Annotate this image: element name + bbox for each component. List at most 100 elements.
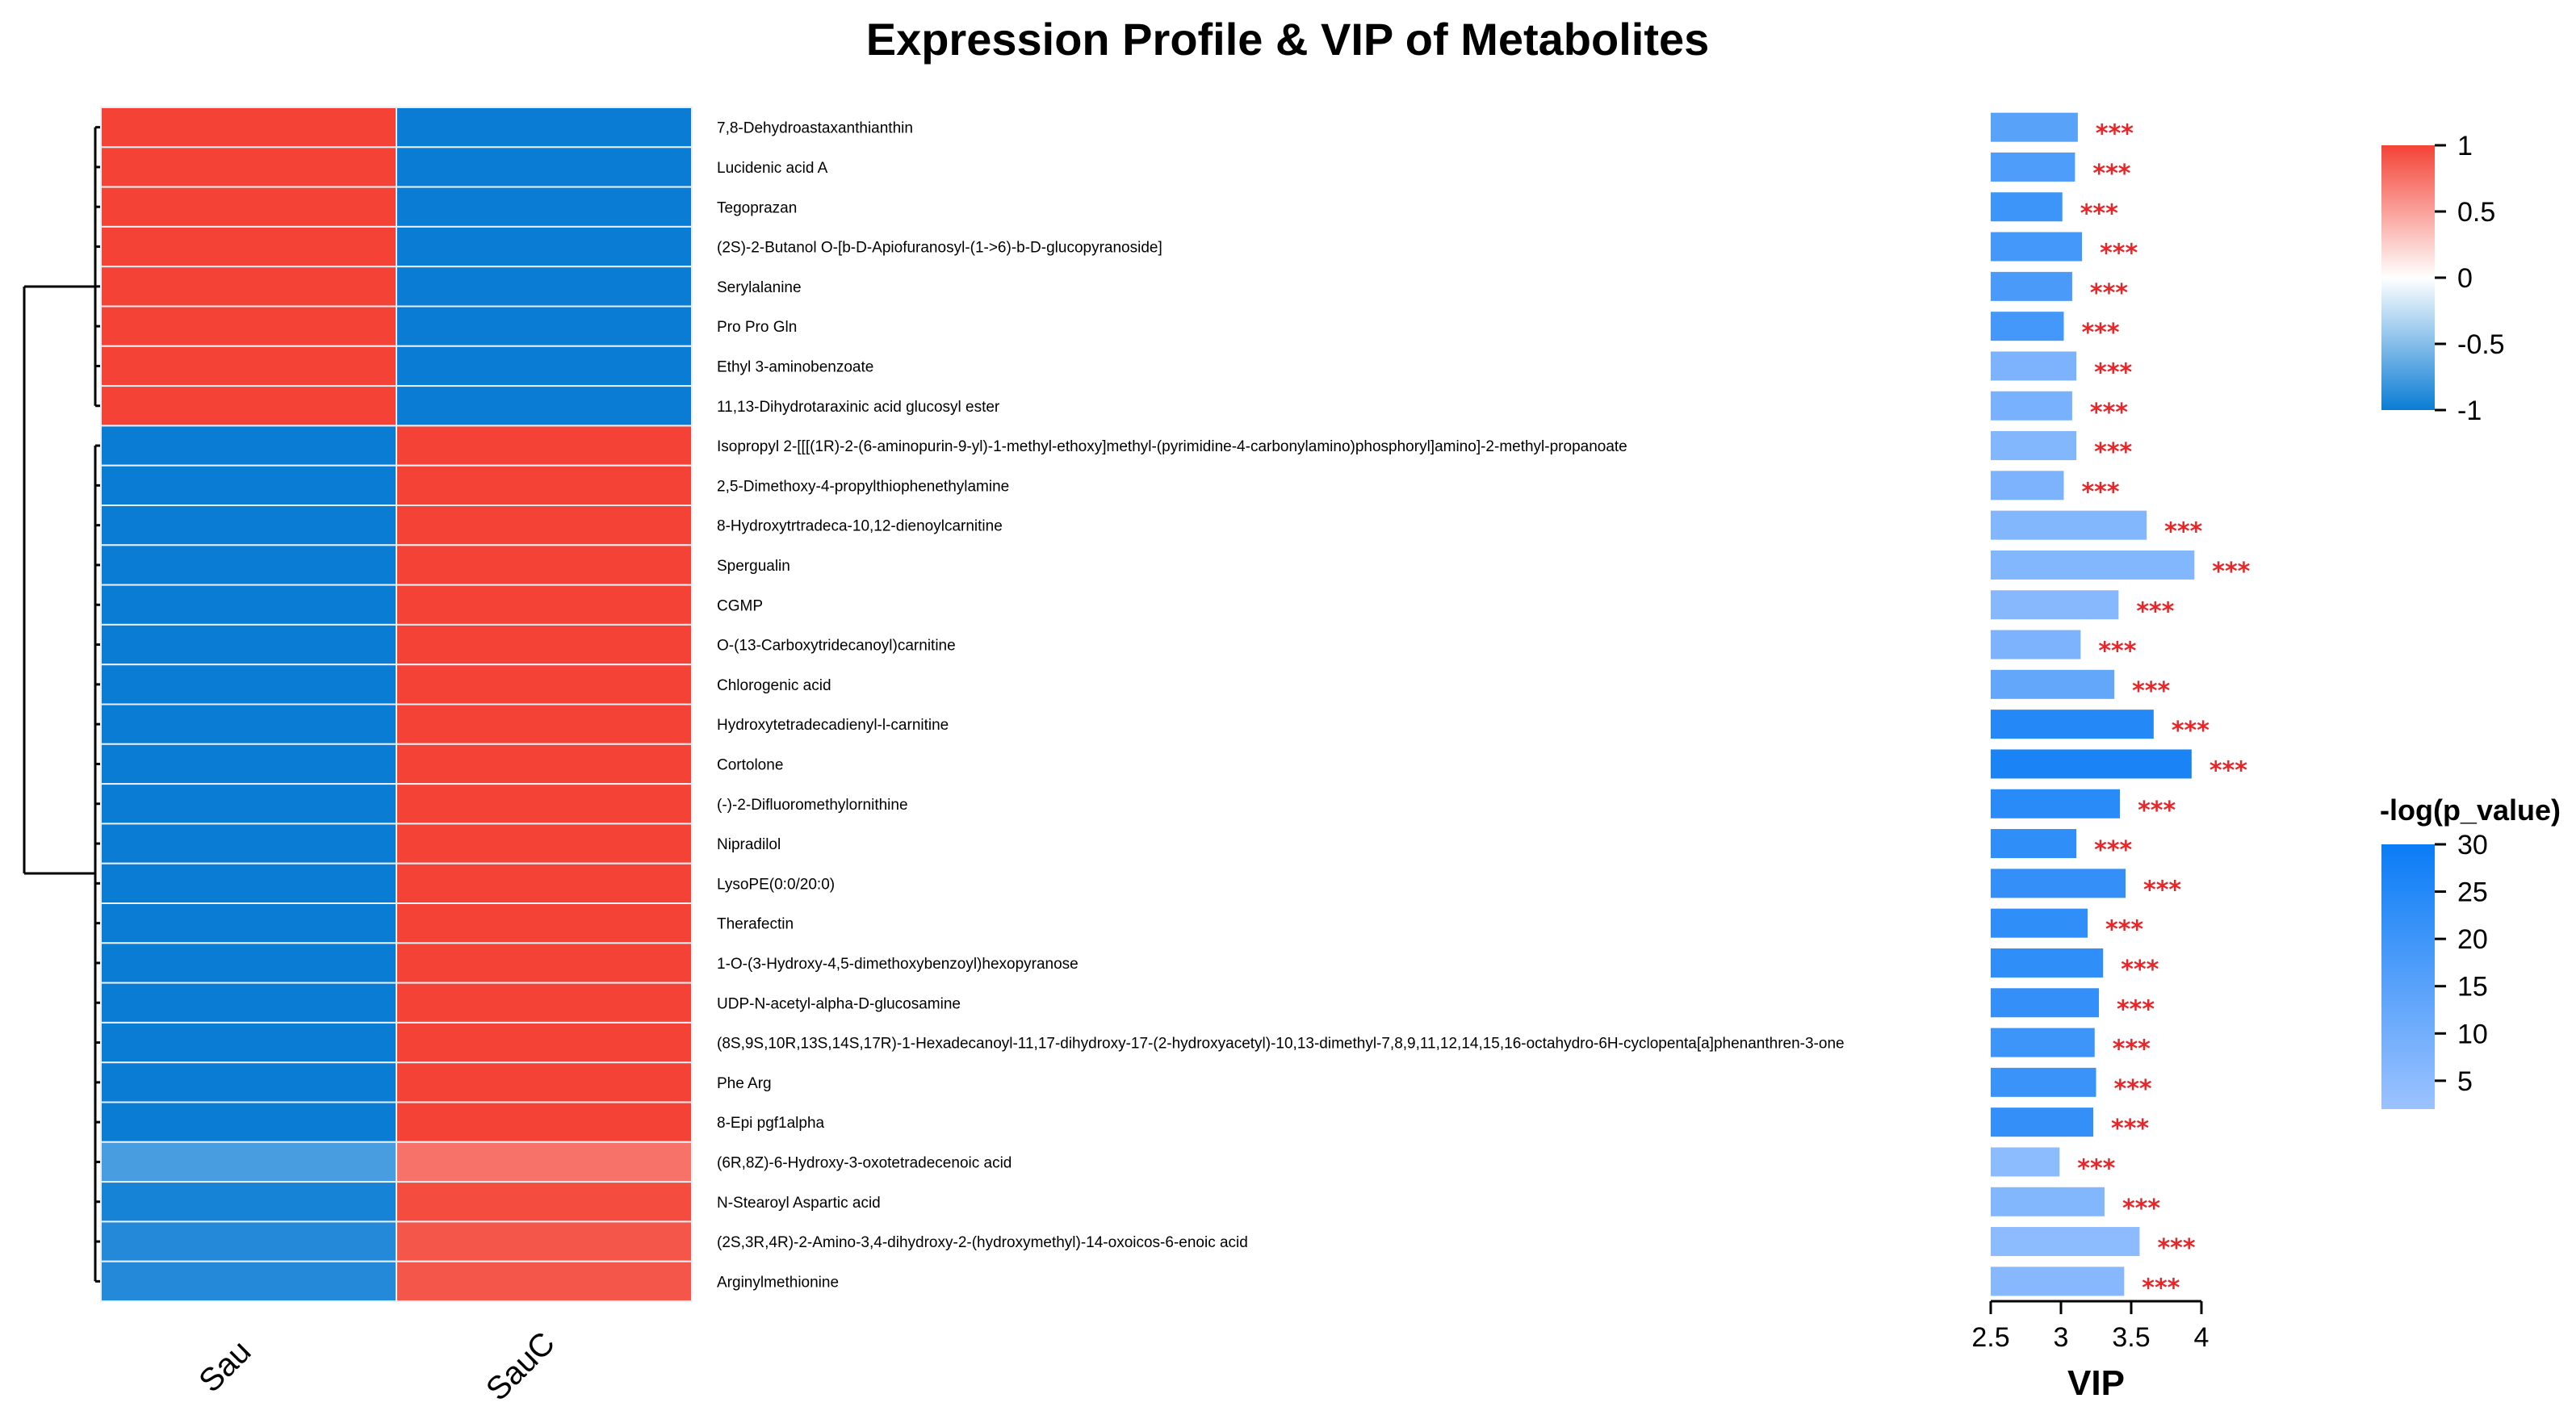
metabolite-labels: 7,8-Dehydroastaxanthianthin Lucidenic aci… [717, 120, 1845, 1292]
significance-label: *** [2094, 358, 2132, 387]
significance-label: *** [2212, 558, 2250, 586]
significance-label: *** [2142, 1274, 2180, 1302]
metabolite-label: 8-Hydroxytrtradeca-10,12-dienoylcarnitin… [717, 518, 1003, 535]
vip-bar [1991, 908, 2088, 938]
heatmap-cell [100, 1181, 397, 1223]
vip-bar [1991, 869, 2126, 898]
metabolite-label: Lucidenic acid A [717, 160, 828, 177]
heatmap-cell [396, 107, 693, 149]
metabolite-label: CGMP [717, 597, 763, 614]
metabolite-label: UDP-N-acetyl-alpha-D-glucosamine [717, 995, 961, 1012]
expression-legend-label: 0 [2457, 263, 2473, 294]
metabolite-label: Isopropyl 2-[[[(1R)-2-(6-aminopurin-9-yl… [717, 438, 1627, 455]
significance-label: *** [2143, 876, 2181, 904]
vip-x-tick-label: 2.5 [1971, 1322, 2009, 1353]
heatmap-cell [396, 664, 693, 706]
heatmap-cell [100, 664, 397, 706]
significance-label: *** [2172, 717, 2209, 745]
vip-bar [1991, 351, 2077, 381]
vip-bar [1991, 1227, 2140, 1257]
heatmap-cell [100, 1061, 397, 1103]
group-label: Sau [192, 1334, 258, 1399]
vip-bar [1991, 431, 2077, 461]
vip-x-tick-label: 4 [2194, 1322, 2209, 1353]
significance-label: *** [2121, 956, 2159, 984]
significance-label: *** [2157, 1234, 2195, 1262]
vip-bar [1991, 312, 2064, 341]
metabolite-label: (2S,3R,4R)-2-Amino-3,4-dihydroxy-2-(hydr… [717, 1234, 1248, 1251]
significance-label: *** [2081, 478, 2119, 506]
heatmap-cell [396, 1061, 693, 1103]
group-label: SauC [480, 1325, 562, 1408]
heatmap-cell [100, 823, 397, 865]
metabolite-label: 2,5-Dimethoxy-4-propylthiophenethylamine [717, 478, 1009, 495]
heatmap-cell [396, 1101, 693, 1143]
metabolite-label: Hydroxytetradecadienyl-l-carnitine [717, 717, 949, 734]
vip-bar [1991, 948, 2104, 978]
significance-label: *** [2132, 677, 2170, 706]
vip-bar [1991, 590, 2119, 620]
p-colorbar [2381, 844, 2435, 1109]
heatmap-cell [100, 305, 397, 347]
p-value-color-legend: -log(p_value)30 25 20 15 10 5 [2380, 793, 2561, 1109]
heatmap-cell [396, 385, 693, 427]
vip-bar [1991, 749, 2192, 779]
vip-bar [1991, 152, 2075, 182]
vip-bar [1991, 1187, 2105, 1216]
chart-title: Expression Profile & VIP of Metabolites [866, 14, 1710, 65]
significance-label: *** [2164, 518, 2202, 546]
heatmap-cell [100, 225, 397, 268]
vip-bar [1991, 232, 2083, 262]
heatmap-cell [100, 1141, 397, 1183]
metabolite-label: N-Stearoyl Aspartic acid [717, 1195, 881, 1212]
vip-bar [1991, 391, 2072, 421]
heatmap-cell [396, 505, 693, 546]
heatmap-cell [396, 743, 693, 785]
metabolite-label: 7,8-Dehydroastaxanthianthin [717, 120, 913, 137]
heatmap-cell [396, 464, 693, 507]
metabolite-label: Serylalanine [717, 279, 802, 296]
heatmap-cell [100, 942, 397, 984]
significance-label: *** [2077, 1154, 2115, 1183]
metabolite-label: Arginylmethionine [717, 1274, 839, 1291]
vip-bar [1991, 550, 2195, 580]
metabolite-label: 8-Epi pgf1alpha [717, 1115, 825, 1132]
heatmap-cell [396, 266, 693, 308]
p-legend-label: 25 [2457, 877, 2488, 908]
vip-bar [1991, 1028, 2095, 1057]
heatmap-cell [100, 623, 397, 666]
heatmap-cell [100, 1021, 397, 1064]
heatmap-cell [100, 345, 397, 387]
metabolite-label: O-(13-Carboxytridecanoyl)carnitine [717, 638, 956, 655]
significance-label: *** [2081, 319, 2119, 347]
metabolite-label: Pro Pro Gln [717, 319, 797, 336]
heatmap-cell [100, 107, 397, 149]
heatmap-cell [100, 505, 397, 546]
significance-label: *** [2096, 120, 2134, 149]
significance-label: *** [2113, 1036, 2151, 1064]
metabolite-label: Spergualin [717, 558, 790, 575]
significance-label: *** [2092, 160, 2130, 188]
heatmap-cell [396, 902, 693, 944]
p-legend-label: 20 [2457, 924, 2488, 955]
significance-label: *** [2090, 279, 2128, 308]
significance-label: *** [2138, 797, 2176, 825]
heatmap-cell [100, 982, 397, 1024]
significance-label: *** [2122, 1195, 2160, 1223]
significance-label: *** [2111, 1115, 2149, 1143]
heatmap-cell [100, 385, 397, 427]
heatmap-cell [100, 783, 397, 825]
metabolite-label: (-)-2-Difluoromethylornithine [717, 797, 908, 814]
heatmap-cell [396, 982, 693, 1024]
heatmap-cell [396, 425, 693, 467]
heatmap-cell [396, 146, 693, 188]
significance-label: *** [2094, 836, 2132, 865]
significance-label: *** [2136, 597, 2174, 626]
heatmap-cell [396, 186, 693, 228]
heatmap-cell [396, 584, 693, 626]
heatmap-cell [396, 345, 693, 387]
vip-bar [1991, 710, 2154, 739]
metabolite-label: Nipradilol [717, 836, 781, 853]
heatmap-cell [100, 743, 397, 785]
